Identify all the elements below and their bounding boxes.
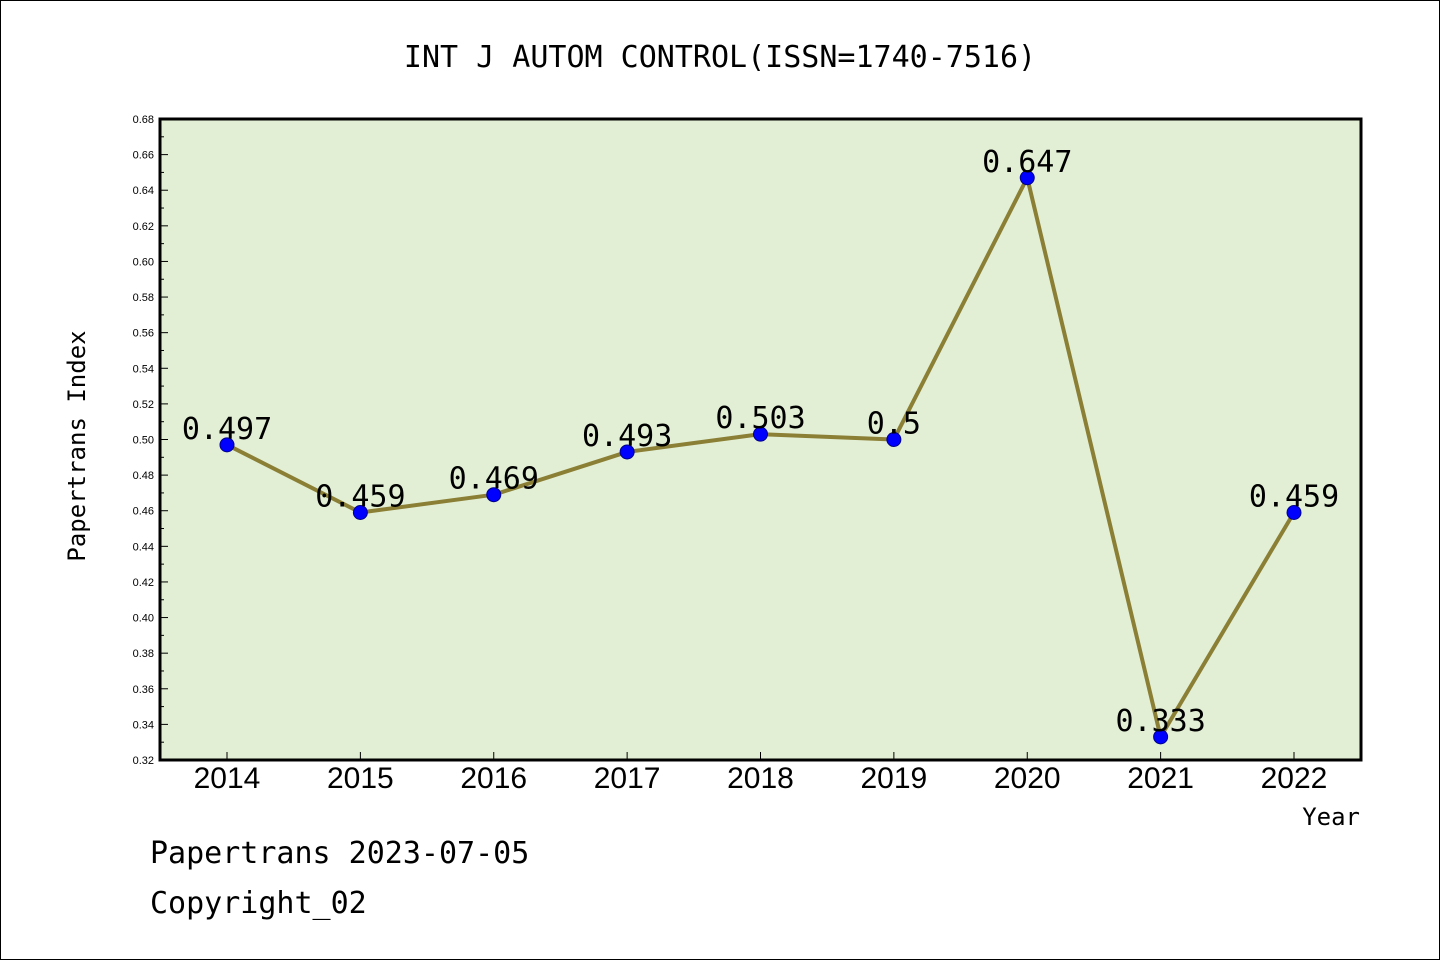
y-tick-label: 0.56 bbox=[133, 328, 154, 340]
data-label: 0.5 bbox=[867, 407, 921, 442]
data-label: 0.333 bbox=[1115, 704, 1205, 739]
x-axis-label: Year bbox=[1302, 803, 1360, 831]
y-tick-label: 0.46 bbox=[133, 506, 154, 518]
data-point bbox=[1153, 729, 1169, 745]
y-axis: 0.32 0.34 0.36 0.38 0.40 0.42 0.44 0.46 0.48 0.50… bbox=[133, 114, 168, 767]
y-tick-label: 0.58 bbox=[133, 292, 154, 304]
x-tick-label: 2017 bbox=[594, 762, 661, 795]
y-tick-label: 0.36 bbox=[133, 684, 154, 696]
y-axis-label: Papertrans Index bbox=[63, 330, 91, 561]
footer-copyright: Copyright_02 bbox=[150, 886, 367, 921]
data-labels: 0.497 0.459 0.469 0.493 0.503 0.5 0.647 0.333 0.… bbox=[182, 145, 1339, 739]
data-point bbox=[486, 487, 502, 503]
series-line bbox=[219, 170, 1302, 745]
x-tick-label: 2014 bbox=[194, 762, 261, 795]
data-label: 0.503 bbox=[715, 401, 805, 436]
y-tick-label: 0.48 bbox=[133, 470, 154, 482]
data-label: 0.647 bbox=[982, 145, 1072, 180]
data-point bbox=[753, 426, 768, 442]
y-tick-label: 0.68 bbox=[133, 114, 154, 126]
y-tick-label: 0.42 bbox=[133, 577, 154, 589]
chart-title: INT J AUTOM CONTROL(ISSN=1740-7516) bbox=[404, 40, 1036, 75]
x-tick-label: 2016 bbox=[460, 762, 527, 795]
x-tick-label: 2021 bbox=[1127, 762, 1194, 795]
y-tick-label: 0.38 bbox=[133, 648, 154, 660]
y-tick-label: 0.54 bbox=[133, 363, 154, 375]
x-tick-label: 2019 bbox=[861, 762, 928, 795]
x-tick-label: 2022 bbox=[1261, 762, 1328, 795]
data-label: 0.469 bbox=[449, 462, 539, 497]
data-label: 0.459 bbox=[1249, 480, 1339, 515]
y-tick-label: 0.34 bbox=[133, 719, 154, 731]
y-tick-label: 0.32 bbox=[133, 755, 154, 767]
y-tick-label: 0.64 bbox=[133, 185, 154, 197]
data-label: 0.459 bbox=[315, 480, 405, 515]
data-label: 0.493 bbox=[582, 419, 672, 454]
data-point bbox=[219, 437, 235, 453]
y-tick-label: 0.60 bbox=[133, 256, 154, 268]
data-point bbox=[352, 505, 368, 521]
y-tick-label: 0.50 bbox=[133, 435, 154, 447]
x-tick-label: 2018 bbox=[727, 762, 794, 795]
y-tick-label: 0.52 bbox=[133, 399, 154, 411]
data-point bbox=[1286, 505, 1302, 521]
data-point bbox=[1019, 170, 1035, 186]
data-point bbox=[886, 432, 902, 447]
data-point bbox=[619, 444, 635, 460]
footer-date: Papertrans 2023-07-05 bbox=[150, 836, 530, 871]
data-label: 0.497 bbox=[182, 412, 272, 447]
y-tick-label: 0.66 bbox=[133, 150, 154, 162]
y-tick-label: 0.44 bbox=[133, 541, 154, 553]
y-tick-label: 0.40 bbox=[133, 613, 154, 625]
y-tick-label: 0.62 bbox=[133, 221, 154, 233]
x-tick-label: 2020 bbox=[994, 762, 1061, 795]
x-tick-label: 2015 bbox=[327, 762, 394, 795]
x-axis: 2014 2015 2016 2017 2018 2019 2020 2021 2022 bbox=[194, 752, 1328, 795]
